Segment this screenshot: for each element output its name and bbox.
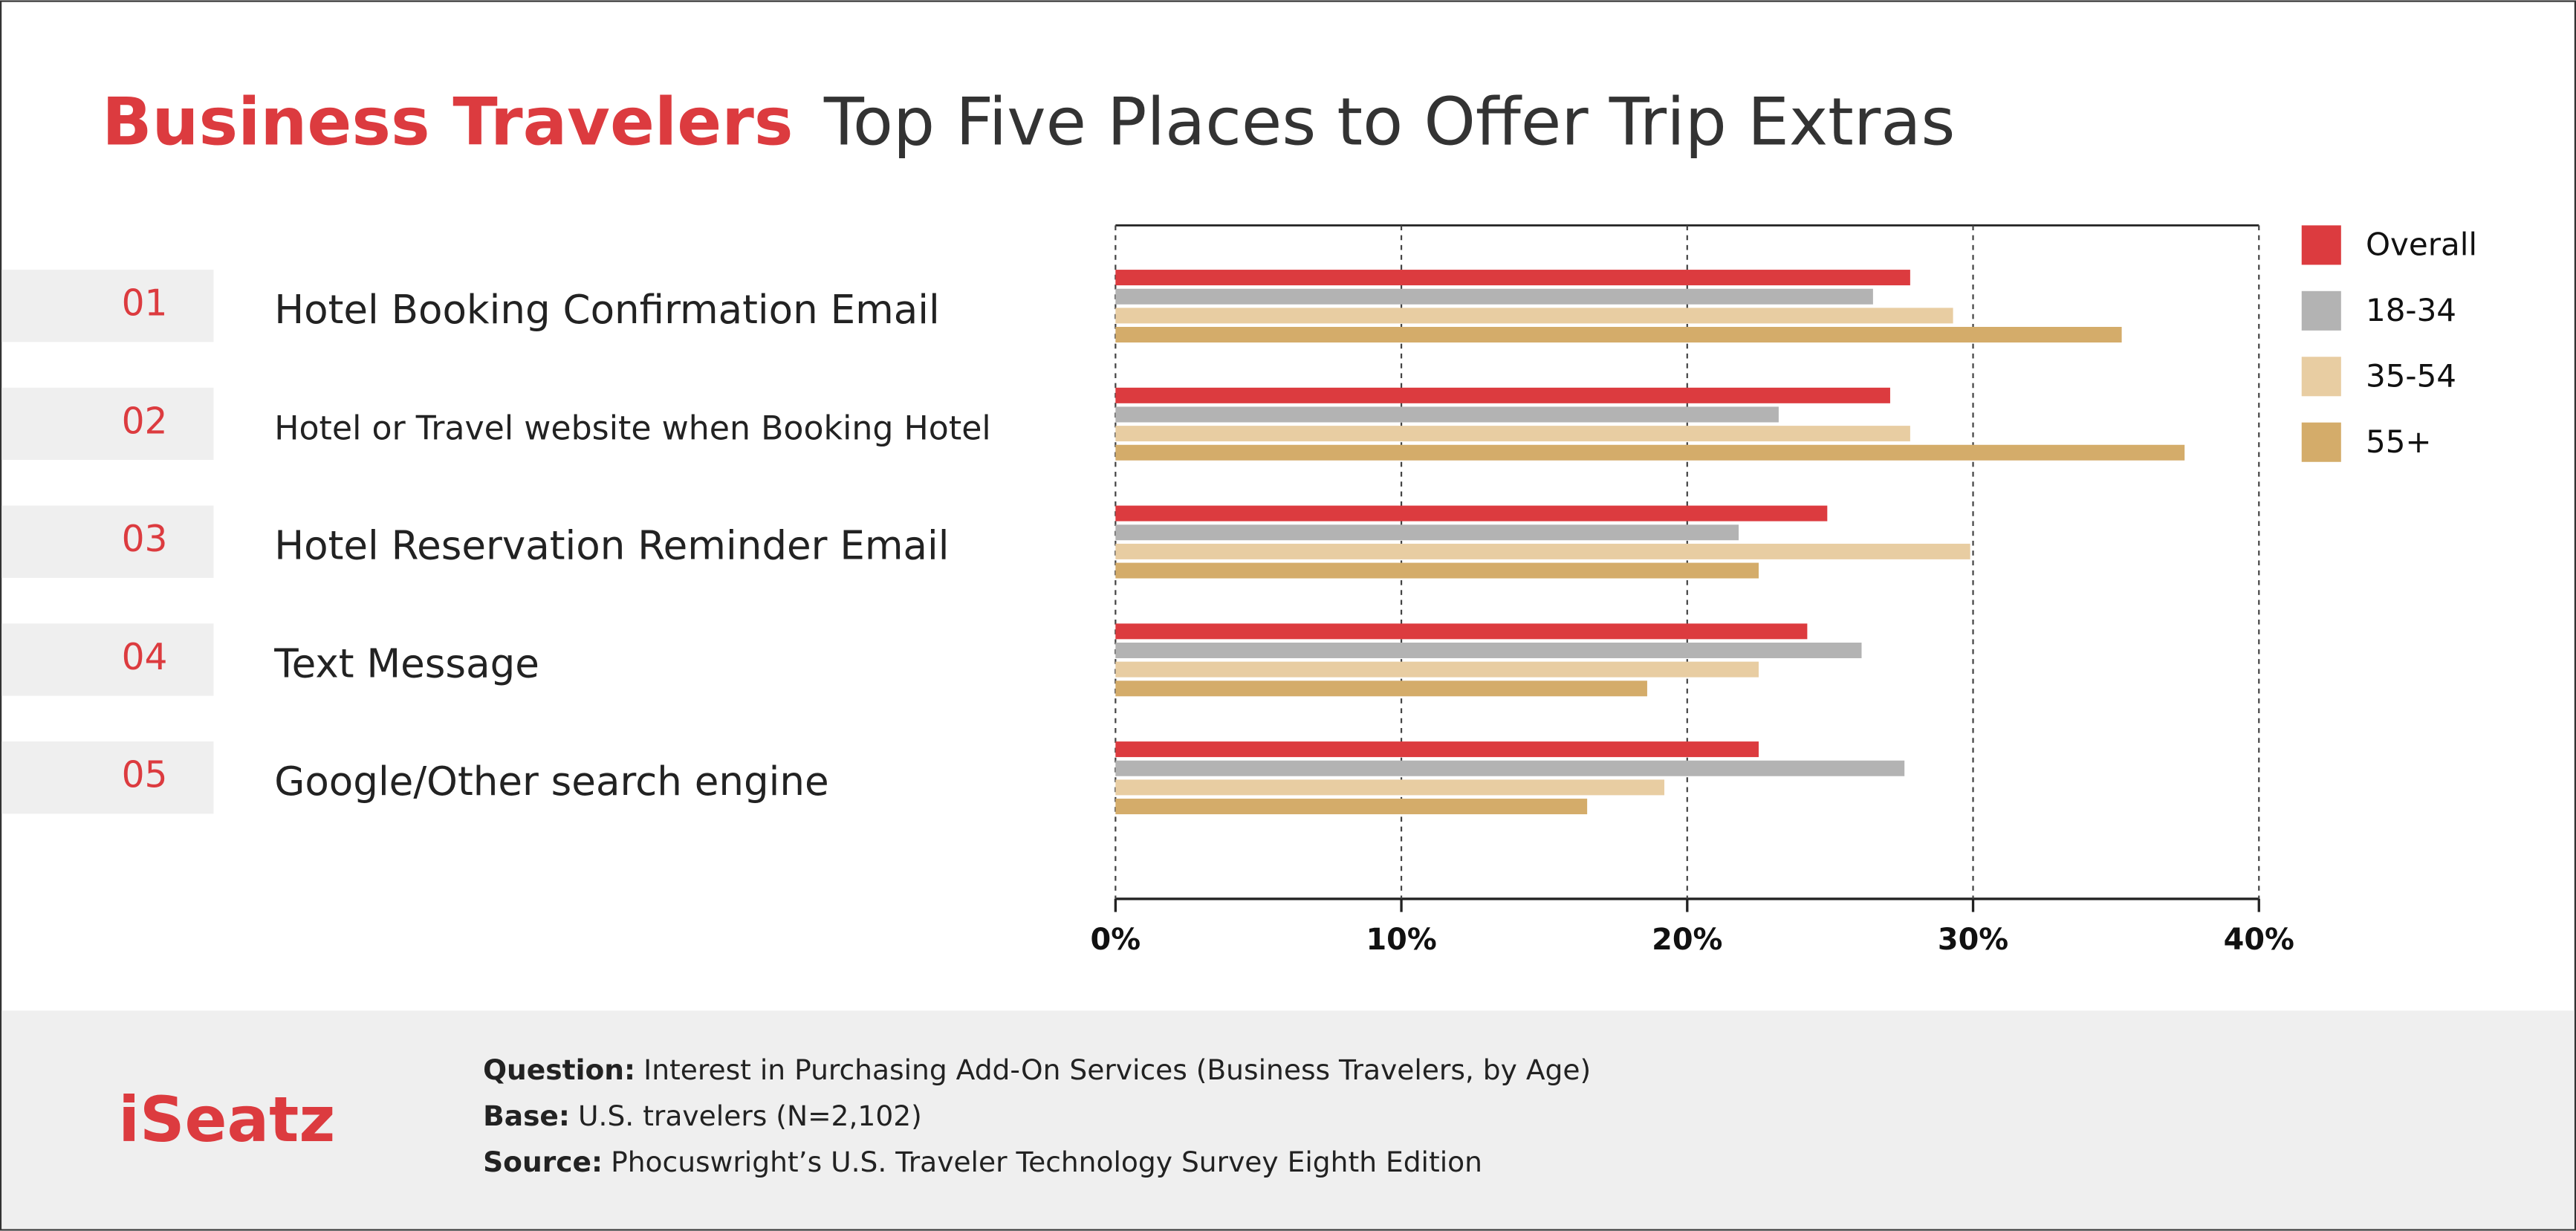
rank-label: 04 — [122, 637, 168, 678]
footer-note: Base: U.S. travelers (N=2,102) — [483, 1099, 922, 1131]
x-tick-label: 40% — [2224, 923, 2294, 957]
x-tick-label: 10% — [1366, 923, 1436, 957]
bar — [1115, 741, 1759, 758]
category-label: Text Message — [273, 640, 539, 686]
bar — [1115, 779, 1665, 796]
legend-label: Overall — [2366, 227, 2477, 263]
title-highlight: Business Travelers — [102, 84, 793, 160]
bar — [1115, 642, 1862, 658]
rank-label: 03 — [122, 519, 168, 560]
legend-label: 35-54 — [2366, 357, 2456, 394]
note-text: Phocuswright’s U.S. Traveler Technology … — [611, 1145, 1482, 1178]
legend-swatch — [2301, 225, 2341, 265]
bar — [1115, 444, 2185, 461]
bar — [1115, 270, 1910, 286]
bar — [1115, 426, 1910, 442]
footer-note: Question: Interest in Purchasing Add-On S… — [483, 1053, 1591, 1086]
bar — [1115, 308, 1953, 324]
bar — [1115, 799, 1588, 815]
footer-note: Source: Phocuswright’s U.S. Traveler Tech… — [483, 1145, 1482, 1178]
bar — [1115, 406, 1779, 423]
category-label: Google/Other search engine — [274, 759, 828, 805]
logo: iSeatz — [118, 1083, 335, 1156]
bar — [1115, 524, 1739, 541]
legend-label: 18-34 — [2366, 292, 2456, 328]
chart-title: Business Travelers Top Five Places to Of… — [102, 84, 1955, 160]
bar — [1115, 562, 1759, 579]
note-label: Base: — [483, 1099, 570, 1131]
bar — [1115, 387, 1890, 403]
rank-label: 01 — [122, 283, 168, 325]
bar — [1115, 760, 1905, 776]
bar — [1115, 623, 1808, 640]
bar — [1115, 543, 1970, 559]
rank-box — [1, 387, 214, 461]
x-tick-label: 0% — [1091, 923, 1141, 957]
rank-box — [1, 505, 214, 578]
bar — [1115, 681, 1647, 697]
bar — [1115, 505, 1828, 522]
x-tick-label: 20% — [1652, 923, 1722, 957]
category-label: Hotel Reservation Reminder Email — [274, 523, 949, 569]
rank-box — [1, 270, 214, 342]
note-text: U.S. travelers (N=2,102) — [578, 1099, 922, 1131]
note-label: Question: — [483, 1053, 635, 1086]
note-text: Interest in Purchasing Add-On Services (… — [643, 1053, 1591, 1086]
rank-box — [1, 623, 214, 696]
rank-label: 02 — [122, 400, 168, 442]
footer-band — [1, 1010, 2575, 1230]
bar — [1115, 288, 1873, 305]
x-tick-label: 30% — [1938, 923, 2008, 957]
legend-swatch — [2301, 422, 2341, 462]
bar — [1115, 661, 1759, 678]
rank-box — [1, 741, 214, 814]
title-text: Top Five Places to Offer Trip Extras — [823, 84, 1956, 160]
rank-label: 05 — [122, 755, 168, 796]
bar — [1115, 327, 2122, 343]
category-label: Hotel or Travel website when Booking Hot… — [274, 409, 990, 447]
legend-label: 55+ — [2366, 423, 2432, 460]
note-label: Source: — [483, 1145, 603, 1178]
legend-swatch — [2301, 357, 2341, 397]
legend-swatch — [2301, 290, 2341, 331]
category-label: Hotel Booking Confirmation Email — [274, 287, 940, 333]
